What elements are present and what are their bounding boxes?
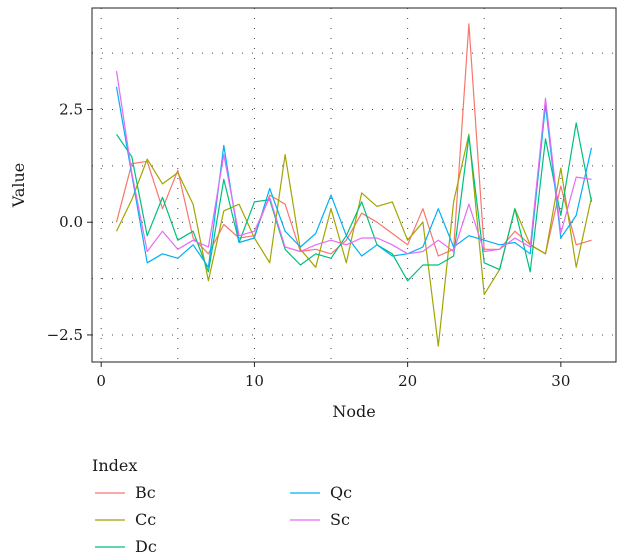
legend: Index Bc Cc Dc Qc Sc — [92, 456, 352, 556]
legend-label-qc: Qc — [330, 483, 352, 502]
series-line-sc — [115, 71, 592, 255]
series-line-qc — [115, 86, 593, 268]
series-layer — [115, 23, 593, 347]
y-tick-label: 2.5 — [59, 100, 83, 118]
y-axis-title: Value — [9, 163, 28, 209]
y-axis-ticks: −2.5 0.0 2.5 — [47, 100, 92, 344]
x-tick-label: 10 — [245, 372, 264, 390]
y-tick-label: 0.0 — [59, 213, 83, 231]
legend-title: Index — [92, 456, 137, 475]
x-tick-label: 20 — [398, 372, 417, 390]
series-line-cc — [115, 133, 593, 347]
plot-frame — [91, 7, 617, 363]
legend-label-dc: Dc — [135, 537, 157, 556]
series-line-dc — [116, 122, 593, 282]
legend-label-cc: Cc — [135, 510, 156, 529]
x-axis-ticks: 0 10 20 30 — [96, 362, 570, 390]
x-tick-label: 0 — [96, 372, 106, 390]
legend-label-bc: Bc — [135, 483, 156, 502]
legend-label-sc: Sc — [330, 510, 350, 529]
y-tick-label: −2.5 — [47, 326, 83, 344]
x-axis-title: Node — [332, 402, 375, 421]
x-tick-label: 30 — [551, 372, 570, 390]
legend-items: Bc Cc Dc Qc Sc — [95, 483, 352, 556]
